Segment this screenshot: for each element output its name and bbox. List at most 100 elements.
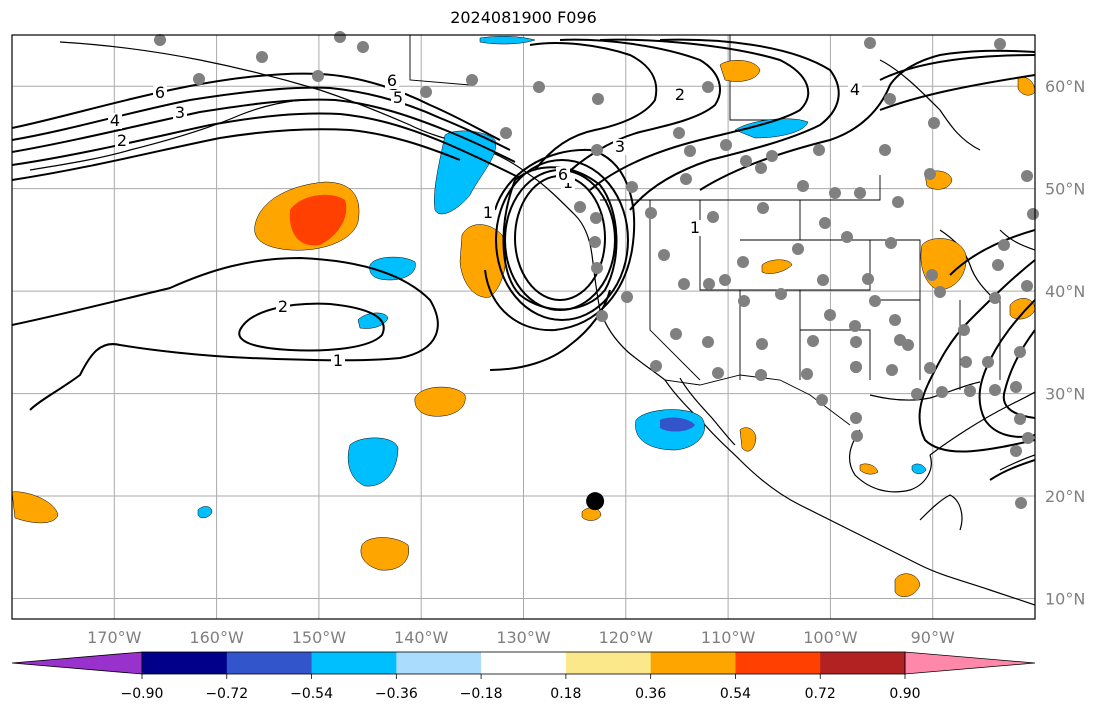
contour-label: 4 (850, 80, 860, 99)
station-dot (879, 144, 891, 156)
station-dot (869, 295, 881, 307)
contour-label: 6 (387, 71, 397, 90)
station-dot (154, 34, 166, 46)
station-dot (193, 73, 205, 85)
contour-label-bg (331, 353, 345, 369)
station-dot (256, 51, 268, 63)
station-dot (670, 328, 682, 340)
contour-label-bg (385, 73, 399, 89)
anomaly-positive (581, 507, 602, 521)
contour-label-bg (556, 167, 570, 183)
anomaly-negative-strong (660, 417, 695, 432)
station-dot (590, 212, 602, 224)
longitude-label: 170°W (87, 628, 142, 647)
station-dot (757, 202, 769, 214)
station-dot (792, 243, 804, 255)
station-dot (797, 180, 809, 192)
station-dot (312, 70, 324, 82)
contour-label-bg (688, 220, 702, 236)
contour-label-bg (115, 133, 129, 149)
contour-label: 6 (155, 83, 165, 102)
colorbar-segment (481, 652, 567, 674)
station-dot (755, 369, 767, 381)
station-dot (817, 274, 829, 286)
contour-label-bg (108, 113, 122, 129)
contour-label: 1 (483, 203, 493, 222)
station-dot (756, 338, 768, 350)
latitude-label: 20°N (1045, 487, 1085, 506)
colorbar-tick-label: −0.72 (205, 686, 248, 702)
station-dot (998, 239, 1010, 251)
anomaly-negative (734, 118, 809, 139)
colorbar-extend-high (904, 651, 1036, 675)
station-dot (1010, 445, 1022, 457)
station-dot (1021, 170, 1033, 182)
colorbar-tick-label: 0.36 (635, 686, 666, 702)
contour-labels: 643212165321416 (108, 71, 862, 370)
anomaly-negative (479, 36, 536, 45)
station-dot (574, 201, 586, 213)
station-dot (621, 291, 633, 303)
anomaly-negative (434, 130, 497, 215)
colorbar-tick-label: −0.90 (121, 686, 164, 702)
station-dot (658, 249, 670, 261)
station-dot (712, 367, 724, 379)
contour-label: 5 (393, 88, 403, 107)
contour-label-bg (153, 85, 167, 101)
longitude-label: 100°W (803, 628, 858, 647)
colorbar-extend-low (11, 651, 143, 675)
anomaly-positive (414, 386, 466, 417)
contour-label-bg (673, 87, 687, 103)
colorbar-tick-label: 0.72 (805, 686, 836, 702)
station-dot (902, 339, 914, 351)
contour-label-bg (391, 90, 405, 106)
station-dot (926, 269, 938, 281)
anomaly-positive (894, 573, 921, 597)
station-dot (960, 356, 972, 368)
station-dot (924, 168, 936, 180)
contour-label: 1 (690, 218, 700, 237)
station-dot (500, 127, 512, 139)
station-dot (854, 187, 866, 199)
station-dot (994, 38, 1006, 50)
station-dot (737, 256, 749, 268)
station-dot (819, 217, 831, 229)
contour-label: 3 (615, 137, 625, 156)
colorbar-segment (820, 652, 906, 674)
station-dot (740, 155, 752, 167)
station-dot (1027, 208, 1039, 220)
station-markers (154, 31, 1039, 509)
colorbar-ticks: −0.90 −0.72 −0.54 −0.36 −0.18 0.18 0.36 0.54 0.7… (121, 674, 921, 702)
location-marker (586, 492, 605, 511)
station-dot (334, 31, 346, 43)
station-dot (775, 288, 787, 300)
station-dot (862, 273, 874, 285)
colorbar-segment (565, 652, 652, 674)
anomaly-shading (12, 36, 1035, 597)
latitude-label: 30°N (1045, 385, 1085, 404)
station-dot (589, 236, 601, 248)
station-dot (719, 274, 731, 286)
station-dot (989, 292, 1001, 304)
station-dot (703, 278, 715, 290)
station-dot (850, 361, 862, 373)
station-dot (850, 336, 862, 348)
station-dot (964, 385, 976, 397)
station-dot (992, 259, 1004, 271)
anomaly-negative (369, 256, 416, 281)
colorbar-tick-label: −0.54 (290, 686, 333, 702)
colorbar-segment (735, 652, 821, 674)
anomaly-negative (347, 437, 399, 487)
contour-label: 2 (675, 85, 685, 104)
contour-label-bg (276, 299, 290, 315)
contour-label: 2 (117, 131, 127, 150)
station-dot (678, 278, 690, 290)
station-dot (645, 207, 657, 219)
anomaly-negative (357, 312, 389, 329)
map-title: 2024081900 F096 (450, 8, 597, 27)
graticule (12, 35, 1035, 619)
station-dot (1022, 432, 1034, 444)
station-dot (924, 362, 936, 374)
latitude-label: 60°N (1045, 77, 1085, 96)
station-dot (1015, 497, 1027, 509)
